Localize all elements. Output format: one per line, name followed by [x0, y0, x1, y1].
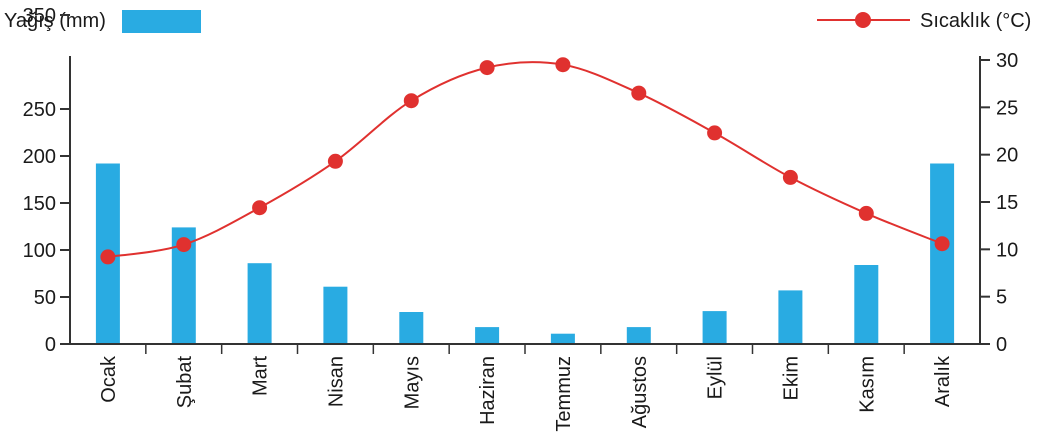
left-tick-label-50: 50 — [34, 287, 56, 309]
legend-swatch-temp-marker — [855, 12, 871, 28]
x-tick-label-11: Kasım — [856, 356, 878, 413]
precip-bar-12 — [930, 163, 955, 344]
x-tick-label-6: Haziran — [477, 356, 499, 425]
temperature-line — [107, 61, 943, 258]
left-tick-label-350: 350 — [23, 5, 56, 27]
right-tick-label-15: 15 — [996, 192, 1018, 214]
left-tick-label-150: 150 — [23, 193, 56, 215]
temperature-point-6 — [479, 60, 495, 76]
x-tick-label-4: Nisan — [325, 356, 347, 407]
x-tick-label-7: Temmuz — [553, 356, 575, 432]
precip-bar-6 — [475, 327, 500, 344]
right-tick-label-0: 0 — [996, 334, 1007, 356]
left-tick-label-0: 0 — [45, 334, 56, 356]
legend-swatch-precip — [122, 10, 201, 33]
x-tick-label-2: Şubat — [174, 356, 196, 409]
axes — [60, 14, 990, 354]
precip-bar-4 — [323, 286, 348, 344]
right-tick-label-5: 5 — [996, 287, 1007, 309]
right-tick-label-25: 25 — [996, 97, 1018, 119]
precip-bar-5 — [399, 312, 424, 344]
x-tick-label-1: Ocak — [98, 355, 120, 403]
temperature-point-12 — [934, 236, 950, 252]
precip-bar-10 — [778, 290, 803, 344]
temperature-point-1 — [100, 249, 116, 265]
precip-bar-9 — [702, 311, 727, 344]
precip-bar-7 — [550, 333, 575, 344]
temperature-point-8 — [631, 85, 647, 101]
temperature-point-11 — [858, 205, 874, 221]
temperature-point-7 — [555, 57, 571, 73]
temperature-point-10 — [782, 169, 798, 185]
precip-bar-3 — [247, 263, 272, 344]
legend-label-precip: Yağış (mm) — [4, 10, 106, 32]
left-tick-label-250: 250 — [23, 99, 56, 121]
temperature-point-3 — [252, 200, 268, 216]
left-tick-label-200: 200 — [23, 146, 56, 168]
x-tick-label-8: Ağustos — [629, 356, 651, 428]
right-tick-label-10: 10 — [996, 239, 1018, 261]
x-tick-label-5: Mayıs — [401, 356, 423, 409]
precip-bar-8 — [626, 327, 651, 344]
left-tick-label-100: 100 — [23, 240, 56, 262]
x-tick-label-3: Mart — [250, 356, 272, 396]
x-tick-label-9: Eylül — [705, 356, 727, 399]
x-tick-label-10: Ekim — [780, 356, 802, 400]
temperature-point-4 — [327, 153, 343, 169]
temperature-line-layer — [100, 57, 950, 265]
temperature-point-2 — [176, 237, 192, 253]
axis-labels: 0 50 100 150 200 250 350 0 5 10 15 20 25 30 Ocak Şubat M… — [23, 5, 1019, 432]
temperature-point-9 — [707, 125, 723, 141]
right-tick-label-30: 30 — [996, 50, 1018, 72]
right-tick-label-20: 20 — [996, 145, 1018, 167]
x-tick-label-12: Aralık — [932, 355, 954, 407]
legend-label-temp: Sıcaklık (°C) — [920, 10, 1031, 32]
precip-bars — [95, 163, 955, 344]
precip-bar-11 — [854, 265, 879, 344]
temperature-point-5 — [403, 93, 419, 109]
